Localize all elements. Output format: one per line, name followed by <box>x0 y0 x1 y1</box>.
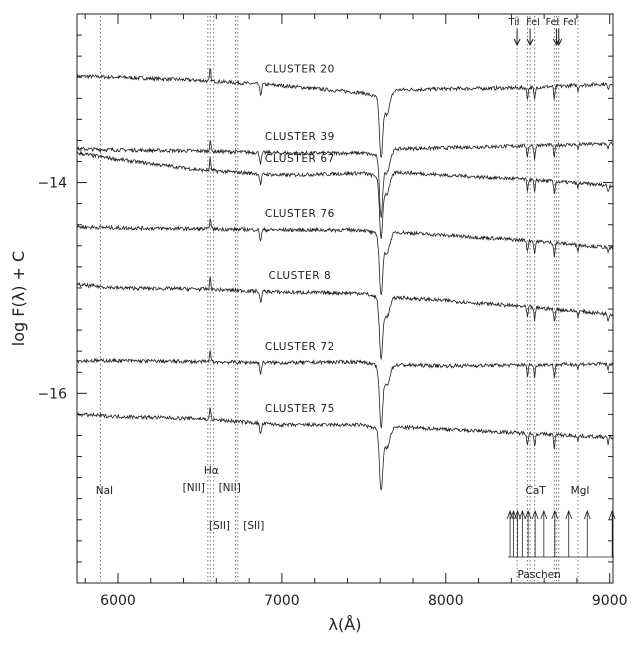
x-tick-label: 7000 <box>264 593 300 609</box>
series-label: CLUSTER 67 <box>265 153 335 165</box>
y-tick-label: −14 <box>37 176 67 192</box>
line-label-mgi: MgI <box>571 485 590 497</box>
series-label: CLUSTER 20 <box>265 64 335 76</box>
top-marker-arrow-head <box>526 38 534 47</box>
series-label: CLUSTER 72 <box>265 341 335 353</box>
series-line <box>76 350 614 429</box>
paschen-arrow-head <box>565 509 573 520</box>
top-marker-label: FeI <box>546 17 560 28</box>
line-label-sii: [SII] <box>243 520 264 532</box>
line-label-nai: NaI <box>96 485 113 497</box>
x-tick-label: 9000 <box>592 593 628 609</box>
series-line <box>76 151 614 239</box>
plot-frame <box>76 13 614 584</box>
paschen-arrow-head <box>608 509 616 520</box>
paschen-arrow-head <box>506 509 514 520</box>
paschen-arrow-head <box>583 509 591 520</box>
paschen-label: Paschen <box>517 569 560 581</box>
series-line <box>76 407 614 491</box>
top-marker-arrow-head <box>555 38 563 47</box>
chart-labels: 6000 7000 8000 9000 −14 −16 λ(Å) log F(λ) + C CL… <box>9 17 628 634</box>
paschen-arrow-head <box>551 509 559 520</box>
top-marker-arrow-head <box>513 38 521 47</box>
line-label-halpha: Hα <box>204 465 219 477</box>
paschen-arrow-head <box>518 509 526 520</box>
spectra-series <box>76 68 614 491</box>
top-marker-label: FeI <box>526 17 540 28</box>
line-markers <box>99 16 579 581</box>
top-marker-label: TiI <box>508 17 520 28</box>
line-label-sii: [SII] <box>209 520 230 532</box>
y-axis-label: log F(λ) + C <box>9 251 28 346</box>
paschen-arrow-head <box>514 509 521 520</box>
series-line <box>76 68 613 159</box>
series-label: CLUSTER 75 <box>265 403 335 415</box>
series-line <box>76 276 614 360</box>
axis-ticks <box>77 13 613 583</box>
x-tick-label: 6000 <box>100 593 136 609</box>
paschen-arrow-head <box>531 509 539 520</box>
line-label-nii: [NII] <box>183 482 205 494</box>
y-tick-label: −16 <box>37 386 67 402</box>
series-label: CLUSTER 8 <box>269 270 332 282</box>
paschen-arrow-head <box>540 509 548 520</box>
series-line <box>76 218 614 296</box>
top-marker-label: FeI <box>563 17 577 28</box>
line-label-cat: CaT <box>526 485 547 497</box>
series-line <box>76 139 614 218</box>
paschen-arrow-head <box>524 509 532 520</box>
x-tick-label: 8000 <box>428 593 464 609</box>
line-label-nii: [NII] <box>219 482 241 494</box>
x-axis-label: λ(Å) <box>329 615 362 634</box>
series-label: CLUSTER 76 <box>265 208 335 220</box>
series-label: CLUSTER 39 <box>265 131 335 143</box>
